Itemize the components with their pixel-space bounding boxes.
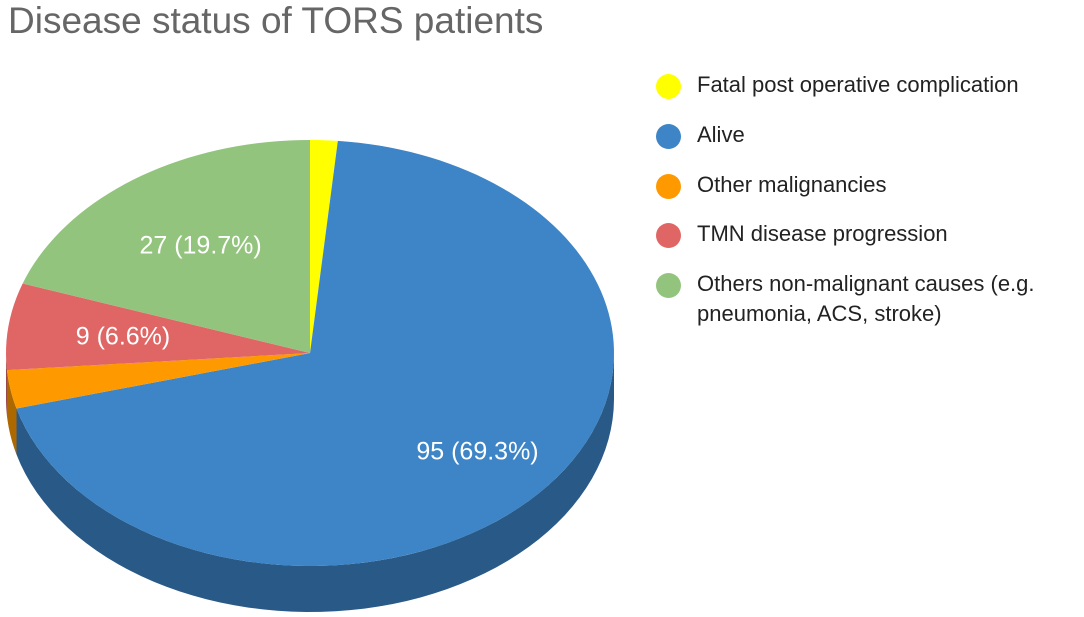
slice-data-label: 27 (19.7%)	[139, 232, 261, 260]
pie-slice-tmn	[6, 283, 311, 371]
legend-swatch-icon	[656, 74, 681, 99]
legend-swatch-icon	[656, 223, 681, 248]
pie-side-tmn	[6, 353, 7, 417]
pie-slice-other	[6, 353, 310, 409]
chart-title: Disease status of TORS patients	[8, 0, 544, 41]
legend-swatch-icon	[656, 273, 681, 298]
legend-swatch-icon	[656, 174, 681, 199]
pie-slice-fatal	[310, 140, 338, 353]
legend-label: TMN disease progression	[697, 221, 948, 246]
legend-label: Other malignancies	[697, 172, 887, 197]
legend-swatch-icon	[656, 124, 681, 149]
slice-data-label: 95 (69.3%)	[416, 438, 538, 466]
legend-label: Fatal post operative complication	[697, 72, 1019, 97]
pie-side-alive	[16, 353, 614, 612]
pie-top-faces	[6, 140, 614, 566]
pie-slice-others	[22, 140, 311, 353]
pie-data-labels: 95 (69.3%) 9 (6.6%) 27 (19.7%)	[76, 232, 539, 466]
legend-label: Others non-malignant causes (e.g. pneumo…	[697, 271, 1035, 326]
pie-slice-alive	[16, 140, 614, 566]
pie-side-walls	[6, 353, 614, 612]
slice-data-label: 9 (6.6%)	[76, 322, 170, 350]
legend-label: Alive	[697, 122, 745, 147]
pie-side-other	[6, 370, 17, 455]
